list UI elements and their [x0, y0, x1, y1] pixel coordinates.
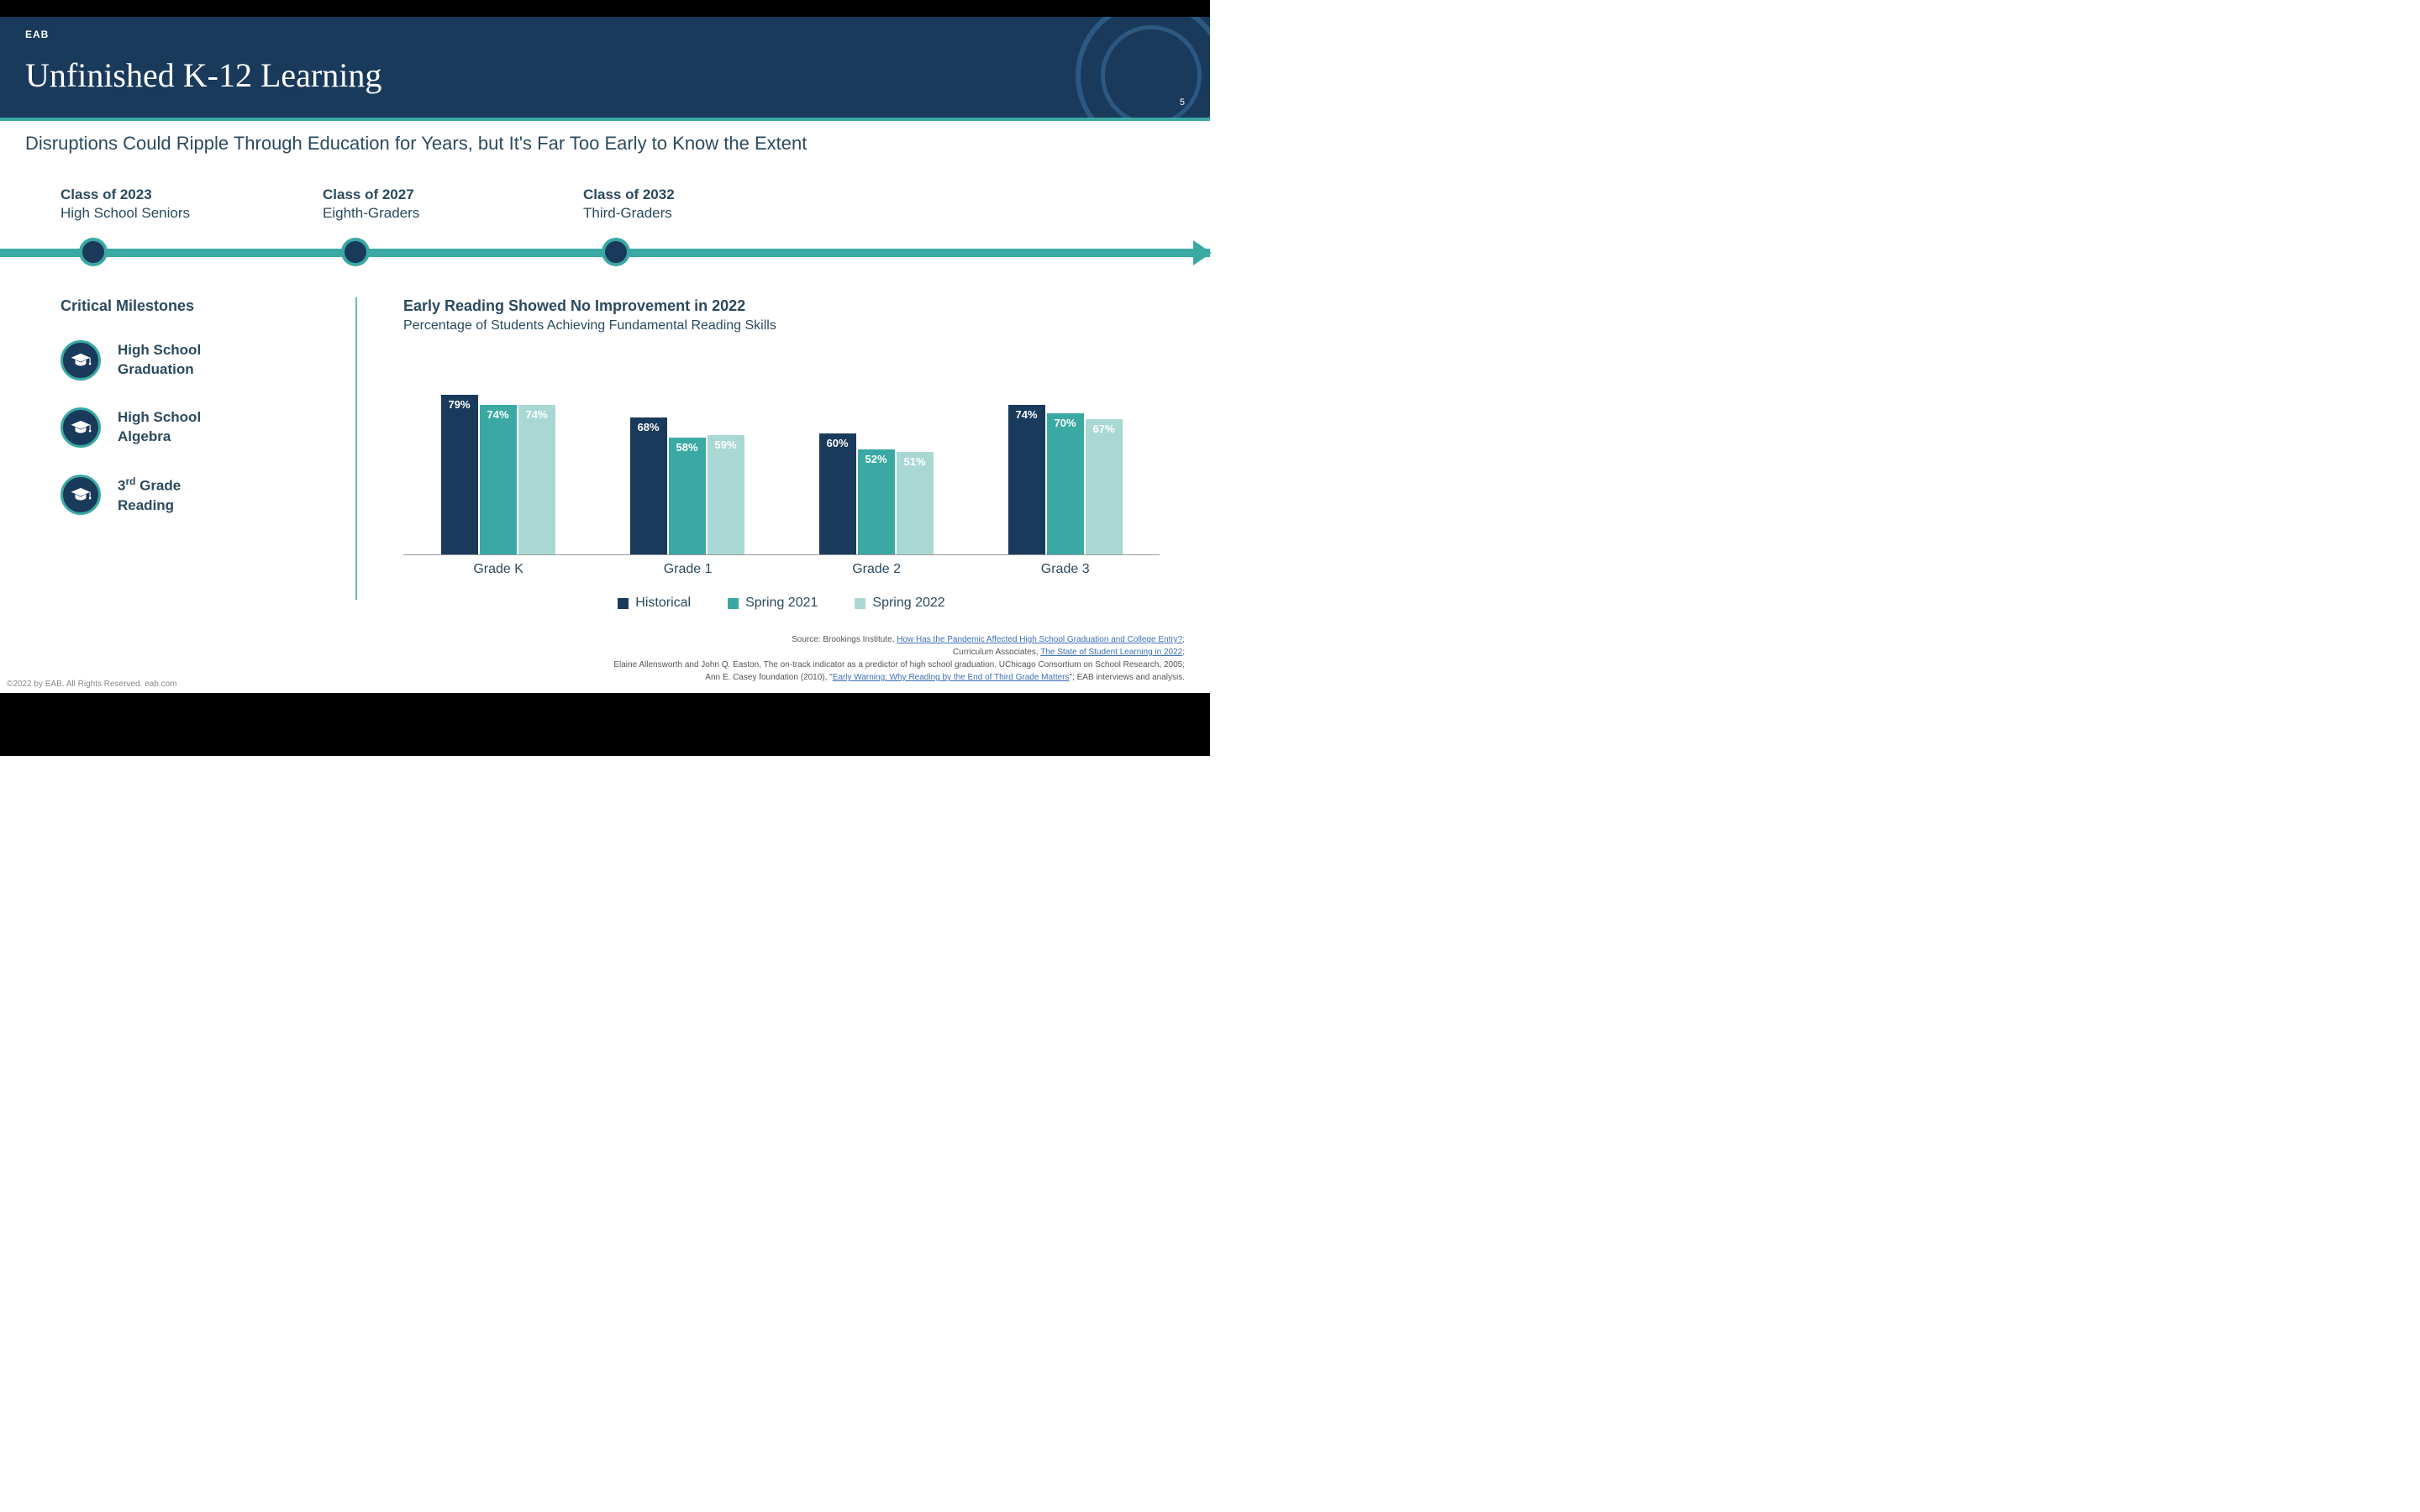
chart-bar: 74% — [480, 405, 517, 554]
chart-bar: 68% — [630, 417, 667, 554]
timeline-arrow-icon — [1193, 240, 1212, 265]
legend-item: Spring 2022 — [855, 596, 944, 611]
legend-swatch — [855, 598, 865, 609]
category-label: Grade K — [473, 562, 523, 577]
bar-value-label: 70% — [1047, 417, 1084, 429]
bar-value-label: 67% — [1086, 423, 1123, 435]
header-underline — [0, 118, 1210, 121]
letterbox-top — [0, 0, 1210, 17]
legend-swatch — [728, 598, 739, 609]
chart-bar: 51% — [897, 452, 934, 554]
legend-label: Spring 2022 — [872, 596, 944, 611]
chart-subtitle: Percentage of Students Achieving Fundame… — [403, 318, 1160, 333]
chart-legend: Historical Spring 2021 Spring 2022 — [403, 596, 1160, 611]
timeline-label: Class of 2027Eighth-Graders — [323, 186, 419, 222]
chart-bar: 74% — [1008, 405, 1045, 554]
header-decor-icon — [1076, 17, 1210, 118]
copyright-label: ©2022 by EAB. All Rights Reserved. eab.c… — [7, 680, 176, 689]
category-label: Grade 3 — [1041, 562, 1090, 577]
chart-bar: 70% — [1047, 413, 1084, 554]
timeline — [0, 235, 1210, 286]
graduation-cap-icon — [60, 340, 101, 381]
bar-group: 79%74%74% — [441, 395, 555, 554]
milestones-panel: Critical Milestones High SchoolGraduatio… — [60, 297, 329, 543]
page-number: 5 — [1180, 97, 1185, 108]
chart-title: Early Reading Showed No Improvement in 2… — [403, 297, 1160, 315]
graduation-cap-icon — [60, 475, 101, 515]
chart-bar: 52% — [858, 449, 895, 554]
bar-value-label: 51% — [897, 455, 934, 468]
legend-swatch — [618, 598, 629, 609]
graduation-cap-icon — [60, 407, 101, 448]
milestone-label: High SchoolAlgebra — [118, 408, 201, 447]
chart-bar: 74% — [518, 405, 555, 554]
bar-value-label: 59% — [708, 438, 744, 451]
timeline-label: Class of 2032Third-Graders — [583, 186, 675, 222]
timeline-label: Class of 2023High School Seniors — [60, 186, 190, 222]
bar-value-label: 68% — [630, 421, 667, 433]
brand-label: EAB — [25, 29, 1185, 40]
timeline-node — [341, 238, 370, 266]
legend-label: Spring 2021 — [745, 596, 818, 611]
bar-value-label: 79% — [441, 398, 478, 411]
source-link-curriculum-associates[interactable]: The State of Student Learning in 2022 — [1040, 648, 1182, 657]
vertical-divider — [355, 297, 357, 600]
chart-bar: 58% — [669, 438, 706, 554]
bar-value-label: 52% — [858, 453, 895, 465]
milestone-item: 3rd GradeReading — [60, 475, 329, 516]
chart-bar: 59% — [708, 435, 744, 554]
timeline-node — [79, 238, 108, 266]
milestone-label: 3rd GradeReading — [118, 475, 181, 516]
letterbox-bottom — [0, 693, 1210, 756]
legend-label: Historical — [635, 596, 691, 611]
chart-bar: 67% — [1086, 419, 1123, 554]
reading-chart-section: Early Reading Showed No Improvement in 2… — [403, 297, 1160, 611]
source-link-brookings[interactable]: How Has the Pandemic Affected High Schoo… — [897, 635, 1182, 644]
bar-value-label: 74% — [1008, 408, 1045, 421]
bar-value-label: 74% — [518, 408, 555, 421]
source-link-casey[interactable]: Early Warning: Why Reading by the End of… — [833, 673, 1070, 682]
bar-value-label: 60% — [819, 437, 856, 449]
timeline-node — [602, 238, 630, 266]
chart-bar: 79% — [441, 395, 478, 554]
source-citation: Source: Brookings Institute, How Has the… — [454, 633, 1185, 684]
milestones-heading: Critical Milestones — [60, 297, 329, 315]
chart-plot-area: 79%74%74%68%58%59%60%52%51%74%70%67% — [403, 354, 1160, 555]
slide-header: EAB Unfinished K-12 Learning 5 — [0, 17, 1210, 118]
chart-bar: 60% — [819, 433, 856, 554]
bar-group: 60%52%51% — [819, 433, 934, 554]
chart-category-labels: Grade K Grade 1 Grade 2 Grade 3 — [403, 562, 1160, 577]
bar-value-label: 58% — [669, 441, 706, 454]
bar-group: 74%70%67% — [1008, 405, 1123, 554]
milestone-label: High SchoolGraduation — [118, 341, 201, 380]
page-title: Unfinished K-12 Learning — [25, 55, 1185, 95]
legend-item: Spring 2021 — [728, 596, 818, 611]
category-label: Grade 2 — [852, 562, 901, 577]
milestone-item: High SchoolGraduation — [60, 340, 329, 381]
page-subtitle: Disruptions Could Ripple Through Educati… — [25, 133, 807, 155]
category-label: Grade 1 — [664, 562, 713, 577]
bar-value-label: 74% — [480, 408, 517, 421]
legend-item: Historical — [618, 596, 691, 611]
milestone-item: High SchoolAlgebra — [60, 407, 329, 448]
bar-group: 68%58%59% — [630, 417, 744, 554]
